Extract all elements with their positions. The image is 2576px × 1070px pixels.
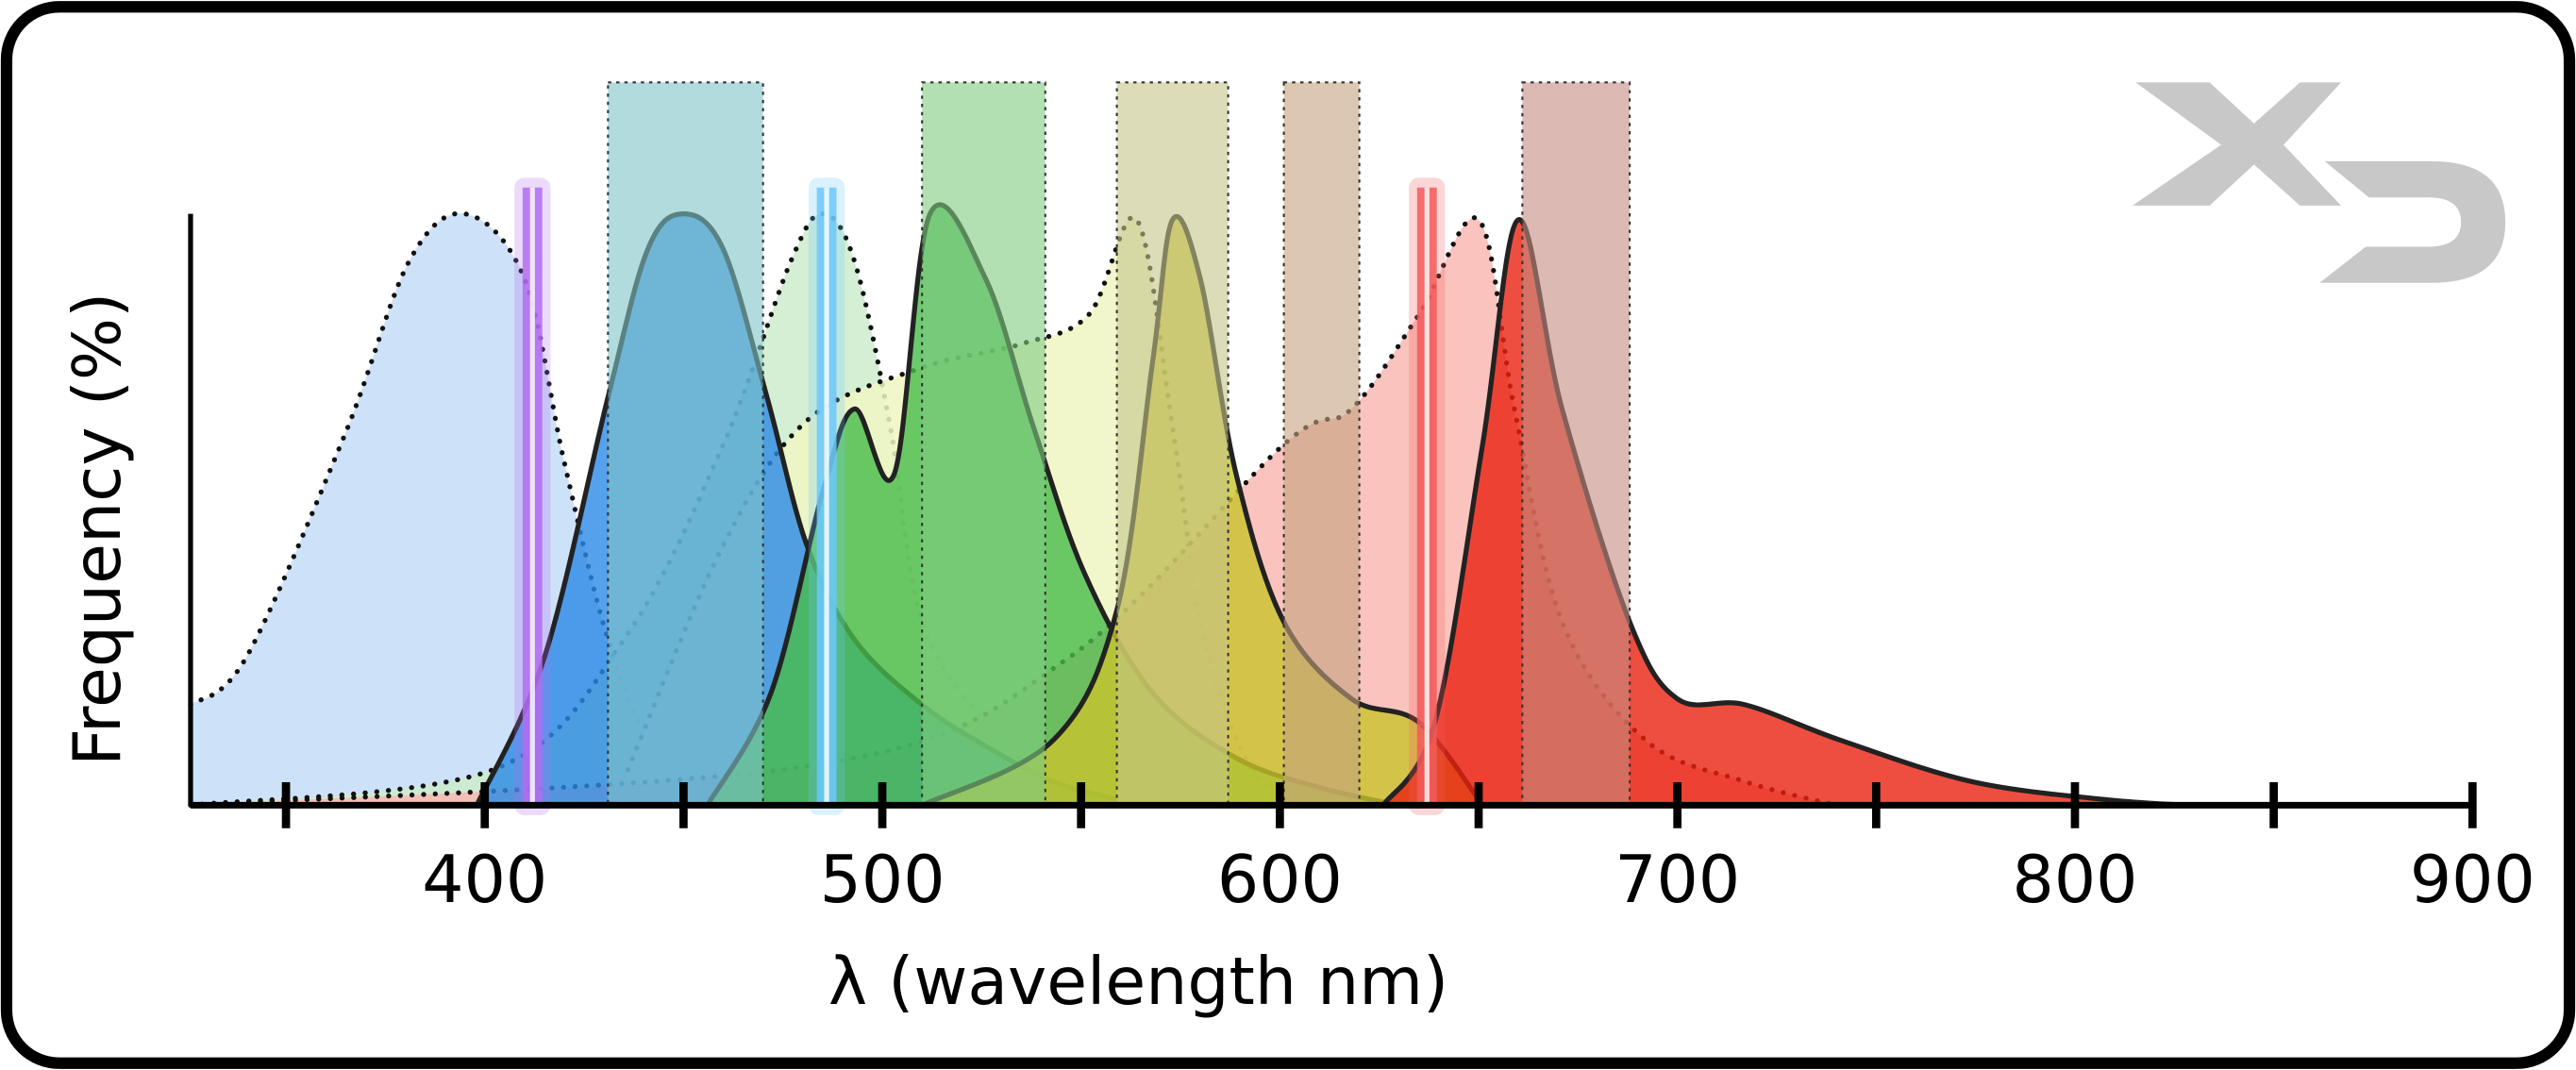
logo-x <box>2132 82 2342 206</box>
x-tick-label: 900 <box>2410 842 2535 918</box>
filter-band <box>921 81 1046 807</box>
filter-band <box>607 81 764 807</box>
x-axis-label: λ (wavelength nm) <box>828 944 1448 1020</box>
x-tick-label: 500 <box>820 842 945 918</box>
logo <box>2132 82 2506 283</box>
spectrum-fill <box>707 204 1399 806</box>
filter-band <box>1521 81 1631 807</box>
laser-core <box>529 187 535 806</box>
x-tick-label: 700 <box>1614 842 1740 918</box>
filter-band <box>1115 81 1229 807</box>
filter-band <box>1282 81 1361 807</box>
laser-core <box>1424 187 1430 806</box>
x-tick-label: 400 <box>422 842 547 918</box>
logo-d <box>2319 160 2506 283</box>
laser-core <box>824 187 829 806</box>
spectrum-line <box>188 215 1839 809</box>
x-tick-label: 600 <box>1217 842 1343 918</box>
y-axis-label: Frequency (%) <box>59 293 136 766</box>
x-tick-label: 800 <box>2013 842 2138 918</box>
plot-area: 400 500 600 700 800 900 <box>188 81 2535 918</box>
